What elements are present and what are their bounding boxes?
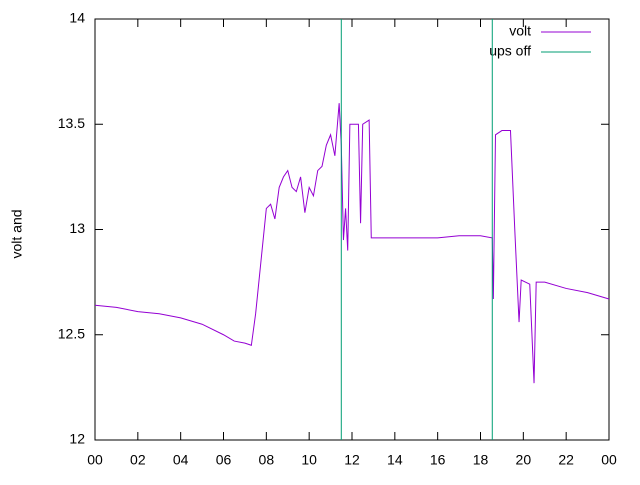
y-tick-label: 12 [69, 431, 85, 447]
legend-label: volt [509, 23, 531, 39]
x-tick-label: 22 [558, 452, 574, 468]
y-tick-label: 14 [69, 10, 85, 26]
x-tick-label: 06 [216, 452, 232, 468]
x-tick-label: 08 [259, 452, 275, 468]
x-tick-label: 12 [344, 452, 360, 468]
x-tick-label: 00 [601, 452, 617, 468]
y-tick-label: 13 [69, 220, 85, 236]
x-tick-label: 14 [387, 452, 403, 468]
x-tick-label: 02 [130, 452, 146, 468]
x-tick-label: 00 [87, 452, 103, 468]
x-tick-label: 20 [516, 452, 532, 468]
y-axis-label: volt and [9, 209, 25, 258]
legend-label: ups off [489, 43, 531, 59]
x-tick-label: 16 [430, 452, 446, 468]
x-tick-label: 18 [473, 452, 489, 468]
y-tick-label: 13.5 [58, 115, 85, 131]
plot-frame [94, 18, 610, 441]
y-tick-label: 12.5 [58, 325, 85, 341]
line-series [94, 103, 610, 384]
x-tick-label: 04 [173, 452, 189, 468]
x-tick-label: 10 [301, 452, 317, 468]
